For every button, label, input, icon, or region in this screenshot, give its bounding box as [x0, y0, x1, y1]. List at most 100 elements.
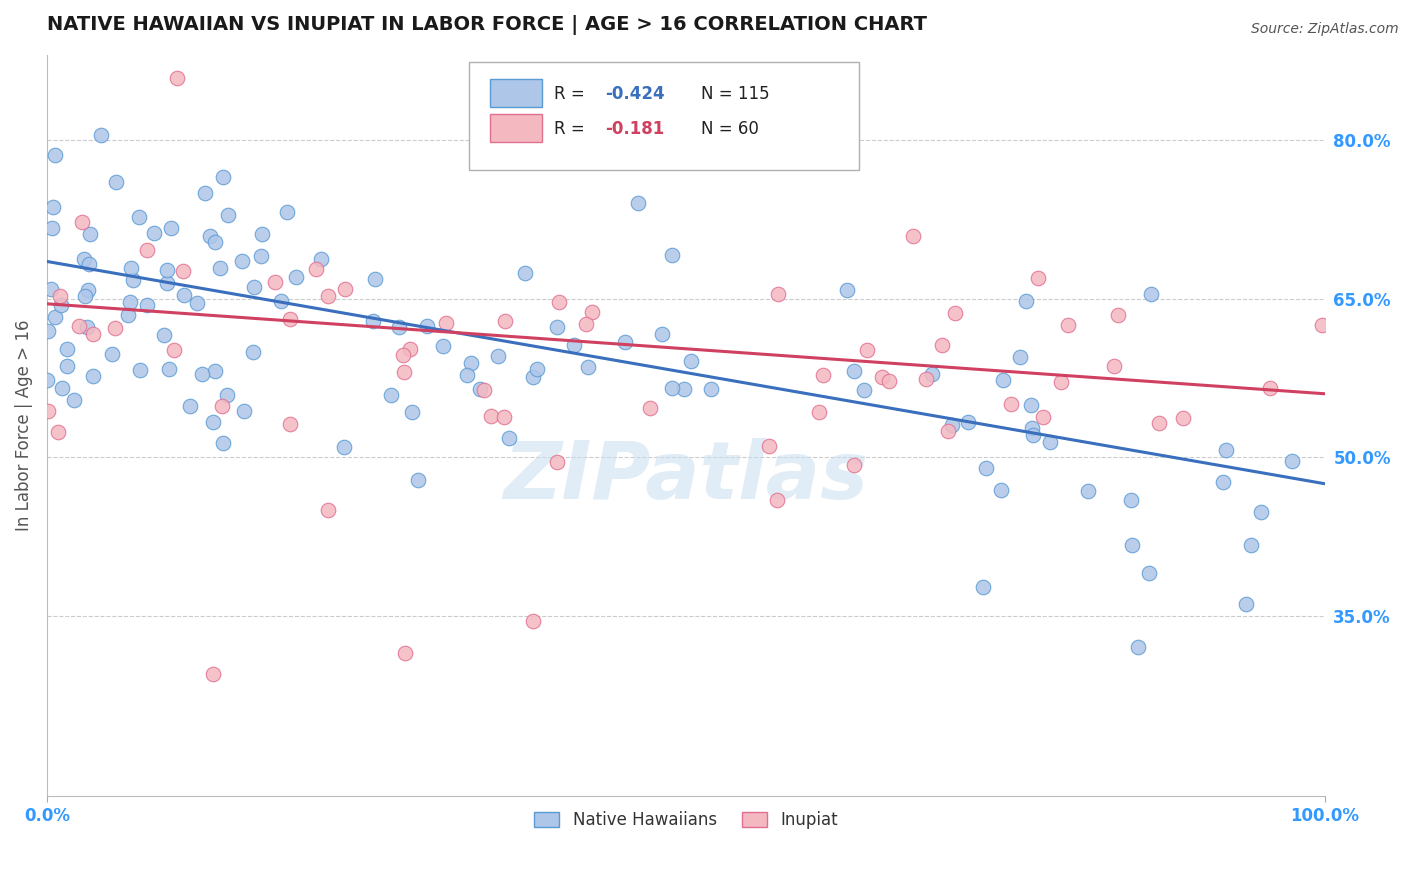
- Point: [575, 317, 598, 331]
- Point: [399, 342, 422, 356]
- Point: [77, 283, 100, 297]
- Point: [76, 319, 98, 334]
- Point: [120, 261, 142, 276]
- Point: [1310, 318, 1333, 333]
- Point: [1281, 454, 1303, 468]
- Point: [172, 264, 194, 278]
- Point: [494, 314, 516, 328]
- Point: [194, 186, 217, 201]
- Point: [936, 424, 959, 438]
- Point: [166, 70, 188, 85]
- Point: [217, 208, 239, 222]
- Point: [562, 338, 585, 352]
- Point: [152, 328, 174, 343]
- Point: [406, 474, 429, 488]
- Text: R =: R =: [554, 120, 591, 138]
- Point: [278, 311, 301, 326]
- Point: [1019, 398, 1042, 412]
- Point: [156, 276, 179, 290]
- Point: [90, 128, 112, 143]
- Point: [120, 294, 142, 309]
- Point: [1000, 397, 1022, 411]
- Point: [285, 270, 308, 285]
- Point: [75, 288, 97, 302]
- Point: [198, 229, 221, 244]
- Point: [136, 298, 159, 312]
- Point: [627, 195, 650, 210]
- Point: [44, 147, 66, 161]
- Point: [956, 415, 979, 429]
- Point: [943, 305, 966, 319]
- Point: [479, 409, 502, 423]
- Point: [212, 170, 235, 185]
- Point: [41, 282, 63, 296]
- Point: [156, 262, 179, 277]
- Point: [1137, 566, 1160, 580]
- Point: [576, 359, 599, 374]
- Point: [204, 235, 226, 249]
- Point: [758, 439, 780, 453]
- Point: [661, 381, 683, 395]
- Point: [72, 215, 94, 229]
- Point: [35, 373, 58, 387]
- Text: R =: R =: [554, 86, 591, 103]
- Point: [391, 348, 413, 362]
- Point: [811, 368, 834, 382]
- FancyBboxPatch shape: [491, 78, 541, 107]
- Point: [51, 380, 73, 394]
- Point: [498, 430, 520, 444]
- Point: [548, 295, 571, 310]
- Point: [1212, 475, 1234, 489]
- Point: [1107, 309, 1129, 323]
- Point: [468, 382, 491, 396]
- Point: [1022, 428, 1045, 442]
- Point: [1102, 359, 1125, 374]
- Point: [73, 252, 96, 266]
- Point: [993, 373, 1015, 387]
- FancyBboxPatch shape: [468, 62, 859, 169]
- Point: [1077, 483, 1099, 498]
- Point: [250, 250, 273, 264]
- Point: [1140, 287, 1163, 301]
- Point: [1250, 505, 1272, 519]
- Point: [361, 314, 384, 328]
- Point: [1056, 318, 1078, 332]
- Point: [162, 343, 184, 358]
- Point: [401, 405, 423, 419]
- Point: [388, 319, 411, 334]
- Point: [844, 458, 866, 473]
- Point: [276, 204, 298, 219]
- Point: [460, 356, 482, 370]
- Point: [546, 455, 568, 469]
- Point: [394, 646, 416, 660]
- Point: [263, 275, 285, 289]
- Point: [37, 324, 59, 338]
- Point: [104, 321, 127, 335]
- Point: [522, 370, 544, 384]
- Point: [157, 362, 180, 376]
- Point: [546, 319, 568, 334]
- Point: [931, 338, 953, 352]
- Point: [972, 580, 994, 594]
- Point: [333, 440, 356, 454]
- Point: [1234, 597, 1257, 611]
- Point: [380, 388, 402, 402]
- Point: [42, 200, 65, 214]
- Point: [672, 382, 695, 396]
- Point: [870, 370, 893, 384]
- Point: [333, 282, 356, 296]
- Point: [270, 294, 292, 309]
- Point: [614, 334, 637, 349]
- Point: [392, 365, 415, 379]
- Point: [82, 368, 104, 383]
- Point: [1010, 351, 1032, 365]
- Point: [186, 296, 208, 310]
- Point: [278, 417, 301, 431]
- Point: [844, 364, 866, 378]
- Point: [77, 256, 100, 270]
- Legend: Native Hawaiians, Inupiat: Native Hawaiians, Inupiat: [527, 805, 845, 836]
- Point: [37, 403, 59, 417]
- Point: [117, 308, 139, 322]
- Point: [522, 615, 544, 629]
- Point: [44, 310, 66, 324]
